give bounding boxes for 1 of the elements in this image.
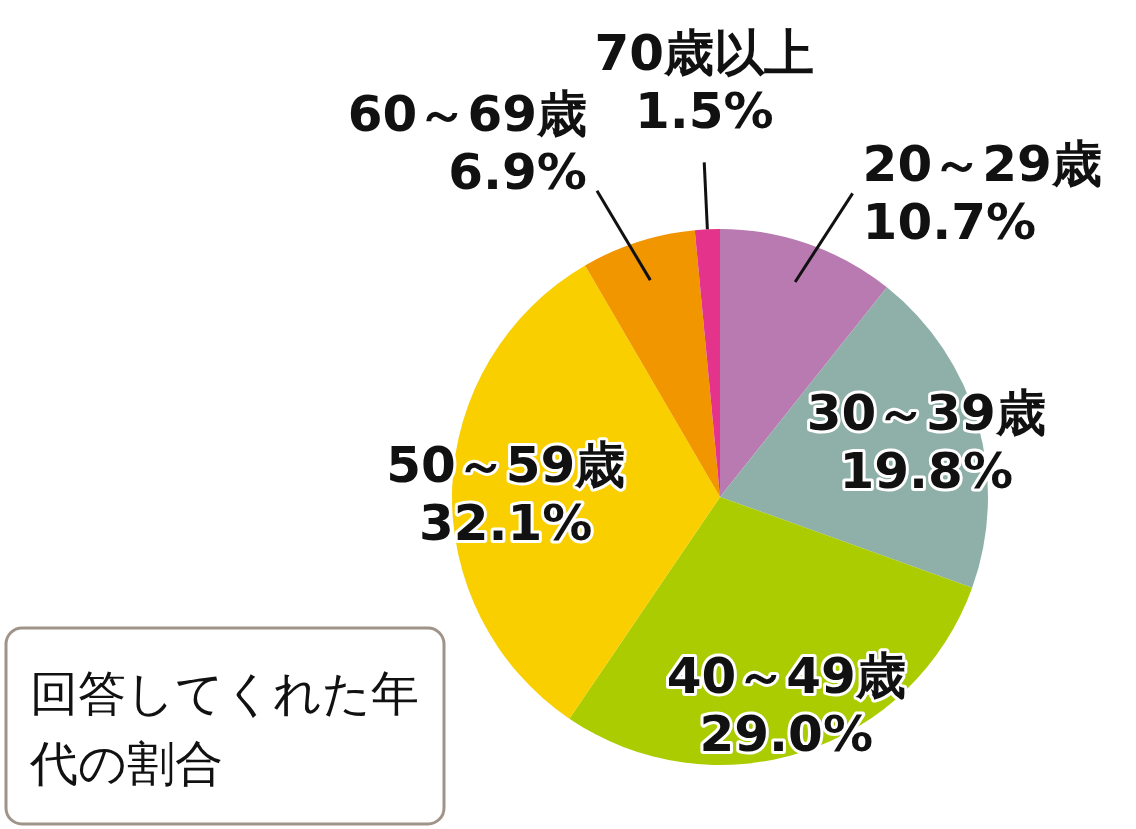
text: 回答してくれた年代の割合 [29,665,419,791]
